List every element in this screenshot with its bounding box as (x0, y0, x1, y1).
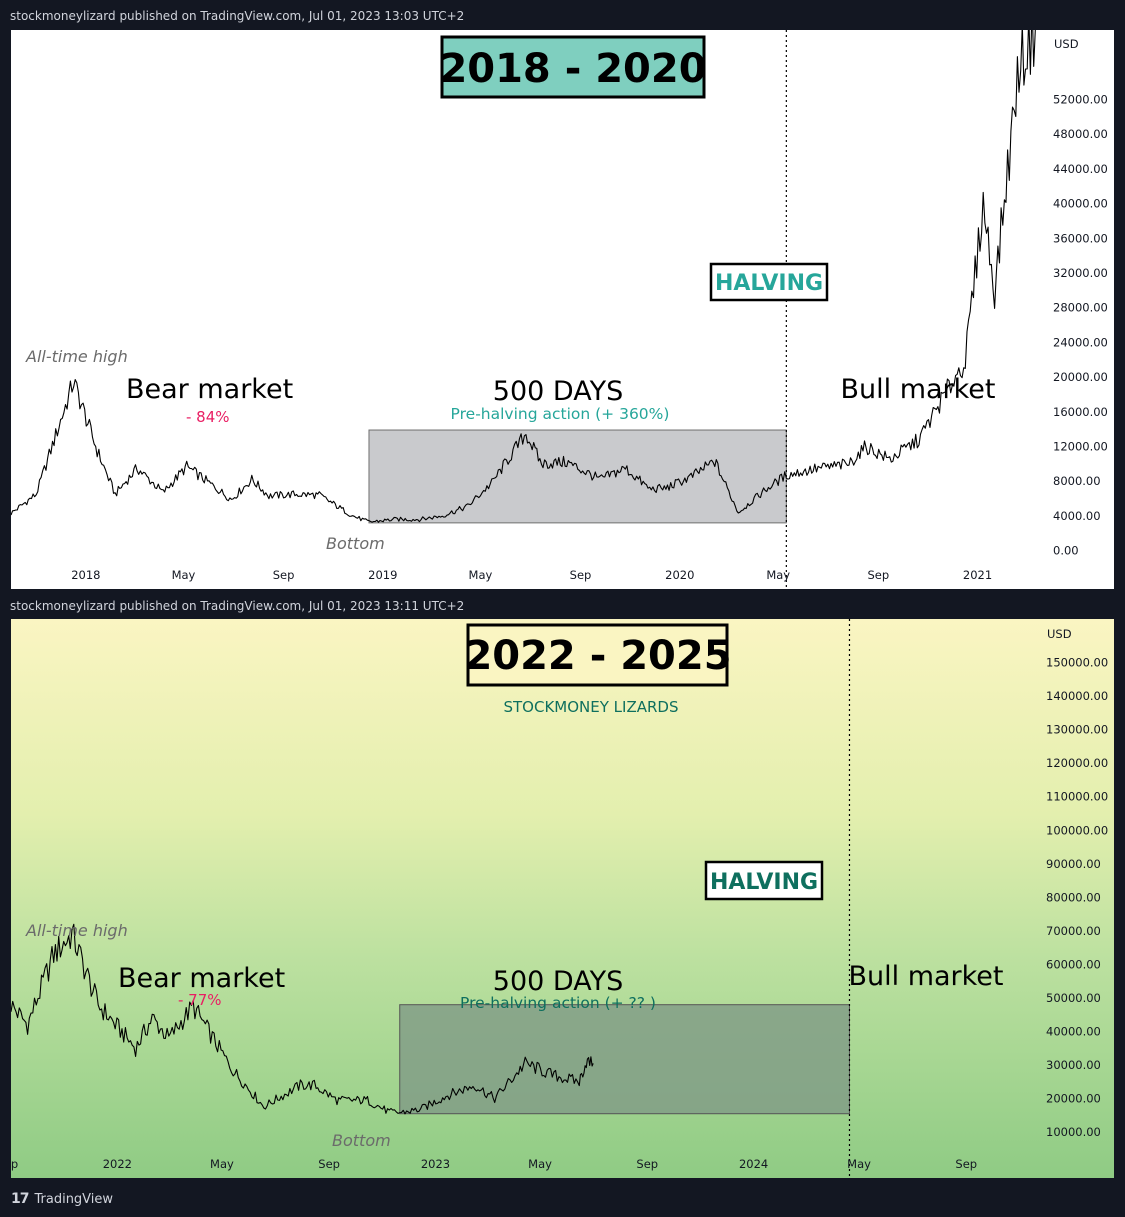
days-label: 500 DAYS (493, 376, 623, 407)
chart-panel-2022-2025[interactable]: 10000.00 20000.00 30000.00 40000.00 50000.00… (11, 619, 1114, 1178)
days-label: 500 DAYS (493, 966, 623, 997)
price-series-line-0 (11, 923, 594, 1115)
y-tick-label: 24000.00 (1053, 335, 1108, 349)
halving-box (704, 860, 824, 901)
y-tick-label: 36000.00 (1053, 231, 1108, 245)
y-tick-label: 130000.00 (1046, 723, 1108, 737)
currency-label: USD (1047, 627, 1072, 641)
halving-box (709, 262, 829, 302)
y-tick-label: 150000.00 (1046, 656, 1108, 670)
bear-market-percent: - 77% (178, 991, 222, 1009)
x-tick-label: 2021 (963, 568, 992, 582)
y-tick-label: 30000.00 (1046, 1058, 1101, 1072)
y-tick-label: 4000.00 (1053, 509, 1101, 523)
y-tick-label: 10000.00 (1046, 1125, 1101, 1139)
y-tick-label: 40000.00 (1053, 197, 1108, 211)
x-tick-label: May (847, 1157, 871, 1171)
y-tick-label: 120000.00 (1046, 756, 1108, 770)
title-box (440, 35, 706, 99)
y-tick-label: 44000.00 (1053, 162, 1108, 176)
all-time-high-label: All-time high (25, 921, 128, 940)
500-days-box (368, 429, 787, 524)
bottom-label: Bottom (332, 1131, 391, 1150)
x-tick-label: Sep (867, 568, 889, 582)
bear-market-label: Bear market (126, 374, 293, 405)
bull-market-label: Bull market (848, 961, 1003, 992)
y-tick-label: 52000.00 (1053, 92, 1108, 106)
halving-label: HALVING (715, 271, 823, 296)
chart-svg-2022-2025[interactable]: 10000.00 20000.00 30000.00 40000.00 50000.00… (11, 619, 1114, 1178)
x-tick-label: Sep (636, 1157, 658, 1171)
y-tick-label: 50000.00 (1046, 991, 1101, 1005)
x-tick-label: Sep (570, 568, 592, 582)
y-tick-label: 40000.00 (1046, 1025, 1101, 1039)
days-box-rect (368, 429, 787, 524)
y-tick-label: 28000.00 (1053, 301, 1108, 315)
y-tick-label: 32000.00 (1053, 266, 1108, 280)
time-axis[interactable]: ep 2022 May Sep 2023 May Sep 2024 May Sep (11, 1157, 977, 1171)
x-tick-label: 2022 (103, 1157, 132, 1171)
publisher-line-bottom: stockmoneylizard published on TradingVie… (10, 599, 465, 613)
500-days-box (399, 1004, 850, 1115)
bear-market-label: Bear market (118, 963, 285, 994)
x-tick-label: May (172, 568, 196, 582)
y-tick-label: 80000.00 (1046, 890, 1101, 904)
bull-market-label: Bull market (840, 374, 995, 405)
y-tick-label: 12000.00 (1053, 440, 1108, 454)
y-tick-label: 20000.00 (1053, 370, 1108, 384)
all-time-high-label: All-time high (25, 347, 128, 366)
price-axis[interactable]: 10000.00 20000.00 30000.00 40000.00 50000.00… (1046, 656, 1108, 1140)
pre-halving-label: Pre-halving action (+ 360%) (451, 405, 670, 423)
price-series-line-0 (11, 30, 1036, 523)
publisher-line-top: stockmoneylizard published on TradingVie… (10, 9, 465, 23)
y-tick-label: 20000.00 (1046, 1092, 1101, 1106)
price-axis[interactable]: 0.00 4000.00 8000.00 12000.00 16000.00 20000.… (1053, 92, 1108, 557)
tradingview-logo-icon: 17 (11, 1191, 30, 1207)
x-tick-label: 2019 (368, 568, 397, 582)
pre-halving-label: Pre-halving action (+ ?? ) (460, 994, 656, 1012)
x-tick-label: May (528, 1157, 552, 1171)
y-tick-label: 0.00 (1053, 544, 1079, 558)
x-tick-label: Sep (955, 1157, 977, 1171)
panel-title: 2018 - 2020 (439, 46, 706, 92)
x-tick-label: May (210, 1157, 234, 1171)
y-tick-label: 16000.00 (1053, 405, 1108, 419)
y-tick-label: 48000.00 (1053, 127, 1108, 141)
x-tick-label: ep (11, 1157, 18, 1171)
x-tick-label: 2018 (71, 568, 100, 582)
x-tick-label: Sep (318, 1157, 340, 1171)
days-box-rect (399, 1004, 850, 1115)
x-tick-label: 2023 (421, 1157, 450, 1171)
price-series (11, 30, 1036, 523)
y-tick-label: 8000.00 (1053, 474, 1101, 488)
halving-label: HALVING (710, 870, 818, 895)
price-series (11, 923, 594, 1115)
footer-brand[interactable]: TradingView (34, 1191, 114, 1207)
y-tick-label: 100000.00 (1046, 823, 1108, 837)
y-tick-label: 110000.00 (1046, 790, 1108, 804)
currency-label: USD (1054, 37, 1079, 51)
bear-market-percent: - 84% (186, 408, 230, 426)
y-tick-label: 140000.00 (1046, 689, 1108, 703)
x-tick-label: Sep (273, 568, 295, 582)
panel-title: 2022 - 2025 (464, 633, 731, 679)
chart-panel-2018-2020[interactable]: 0.00 4000.00 8000.00 12000.00 16000.00 20000.… (11, 30, 1114, 589)
time-axis[interactable]: 2018 May Sep 2019 May Sep 2020 May Sep 2021 (71, 568, 992, 582)
y-tick-label: 60000.00 (1046, 957, 1101, 971)
x-tick-label: 2024 (739, 1157, 768, 1171)
bottom-label: Bottom (326, 534, 385, 553)
footer: 17 TradingView (11, 1188, 113, 1210)
y-tick-label: 70000.00 (1046, 924, 1101, 938)
watermark-label: STOCKMONEY LIZARDS (504, 698, 679, 716)
title-box (466, 623, 729, 687)
x-tick-label: May (469, 568, 493, 582)
chart-svg-2018-2020[interactable]: 0.00 4000.00 8000.00 12000.00 16000.00 20000.… (11, 30, 1114, 589)
x-tick-label: May (766, 568, 790, 582)
y-tick-label: 90000.00 (1046, 857, 1101, 871)
x-tick-label: 2020 (665, 568, 694, 582)
